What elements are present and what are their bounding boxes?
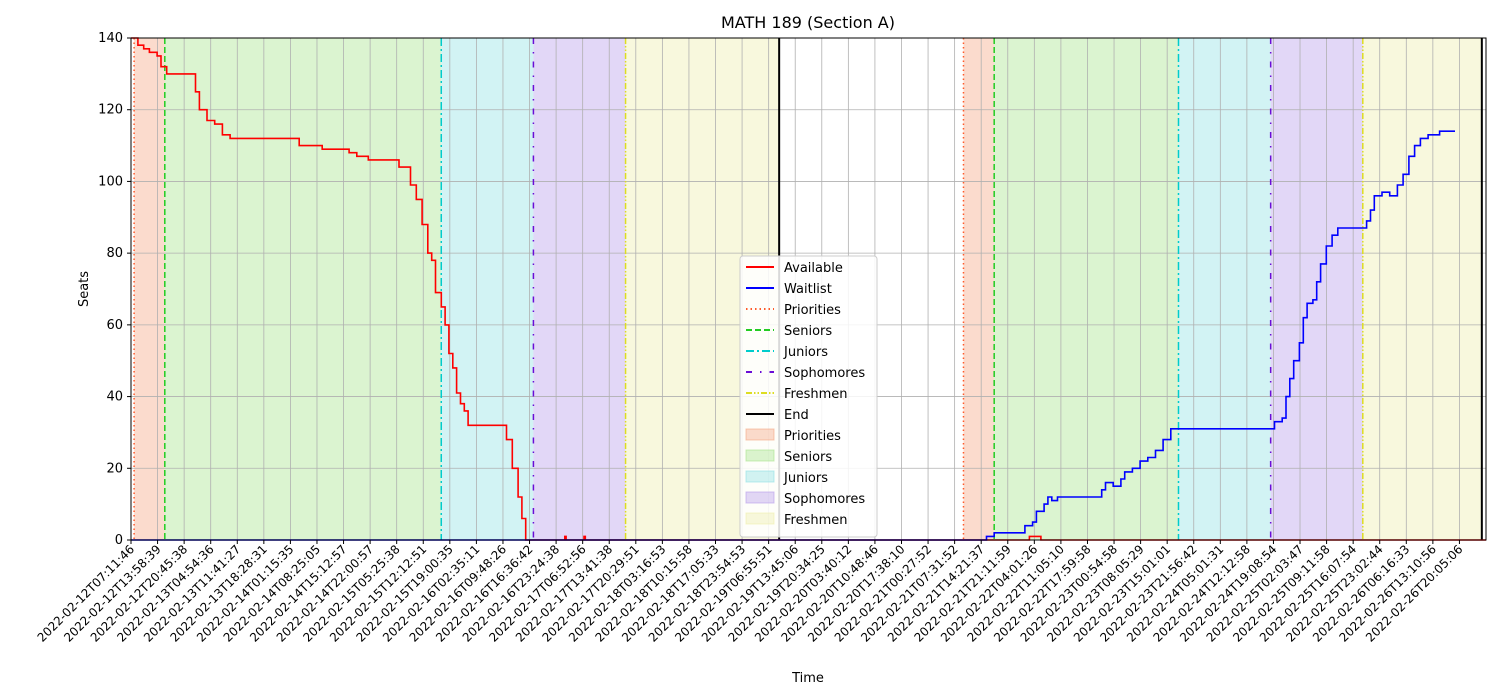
legend-label-available: Available bbox=[784, 261, 843, 276]
y-tick-label: 80 bbox=[106, 246, 123, 261]
legend-label-juniors: Juniors bbox=[783, 345, 828, 360]
y-tick-label: 20 bbox=[106, 461, 123, 476]
band-sophomores bbox=[533, 38, 626, 540]
legend-label-freshmen: Freshmen bbox=[784, 387, 848, 402]
y-tick-label: 120 bbox=[98, 103, 123, 118]
chart-title: MATH 189 (Section A) bbox=[721, 13, 895, 32]
y-axis-ticks: 0 20 40 60 80 100 120 140 bbox=[98, 31, 131, 548]
legend-swatch-band-priorities bbox=[745, 428, 775, 441]
legend-label-sophomores: Sophomores bbox=[784, 366, 865, 381]
legend-label-priorities: Priorities bbox=[784, 303, 841, 318]
legend-label-seniors: Seniors bbox=[784, 450, 832, 465]
legend-label-freshmen: Freshmen bbox=[784, 513, 848, 528]
legend-label-end: End bbox=[784, 408, 809, 423]
legend-label-juniors: Juniors bbox=[783, 471, 828, 486]
band-freshmen bbox=[1362, 38, 1482, 540]
legend-label-seniors: Seniors bbox=[784, 324, 832, 339]
band-seniors bbox=[994, 38, 1179, 540]
legend-swatch-band-sophomores bbox=[745, 491, 775, 504]
band-priorities bbox=[134, 38, 165, 540]
y-tick-label: 40 bbox=[106, 390, 123, 405]
legend-swatch-band-freshmen bbox=[745, 512, 775, 525]
legend-label-waitlist: Waitlist bbox=[784, 282, 832, 297]
legend-swatch-band-juniors bbox=[745, 470, 775, 483]
y-tick-label: 100 bbox=[98, 174, 123, 189]
plot-frame bbox=[130, 37, 1487, 541]
band-juniors bbox=[1178, 38, 1271, 540]
legend-label-priorities: Priorities bbox=[784, 429, 841, 444]
x-axis-label: Time bbox=[791, 671, 824, 686]
band-juniors bbox=[441, 38, 534, 540]
legend-box bbox=[739, 255, 878, 538]
y-axis-label: Seats bbox=[77, 271, 92, 307]
series-waitlist bbox=[131, 130, 1455, 541]
y-tick-label: 0 bbox=[115, 533, 123, 548]
legend-label-sophomores: Sophomores bbox=[784, 492, 865, 507]
legend: Available Waitlist Priorities Seniors Junior… bbox=[739, 255, 878, 538]
band-priorities bbox=[963, 38, 995, 540]
y-tick-label: 60 bbox=[106, 318, 123, 333]
legend-swatch-band-seniors bbox=[745, 449, 775, 462]
y-tick-label: 140 bbox=[98, 31, 123, 46]
